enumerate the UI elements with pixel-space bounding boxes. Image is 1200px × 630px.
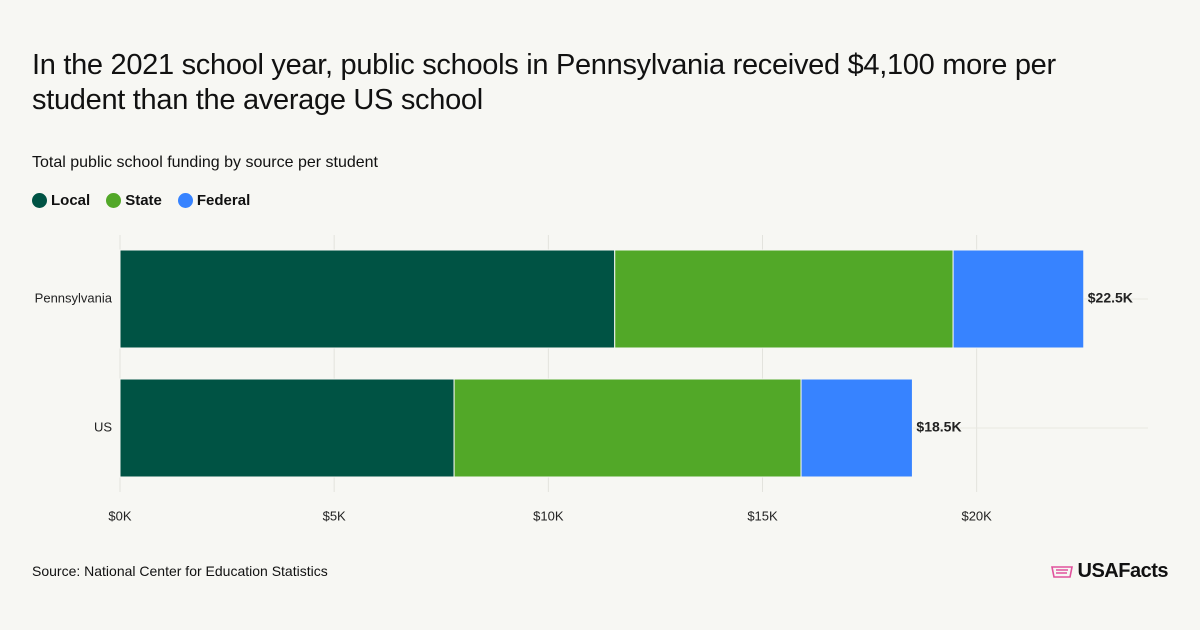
- x-tick-label: $0K: [108, 508, 131, 523]
- bar-segment: [614, 249, 954, 349]
- bar-segment: [119, 249, 616, 349]
- legend-item: State: [106, 192, 162, 209]
- total-label: $22.5K: [1088, 290, 1133, 306]
- total-label: $18.5K: [916, 419, 961, 435]
- brand-icon: [1050, 565, 1073, 578]
- chart-title: In the 2021 school year, public schools …: [32, 49, 1056, 116]
- x-tick-label: $10K: [533, 508, 564, 523]
- legend-label: State: [125, 192, 162, 209]
- brand-logo: USAFacts: [1050, 560, 1169, 583]
- source-note: Source: National Center for Education St…: [32, 563, 328, 579]
- legend-label: Local: [51, 192, 91, 209]
- bar-segment: [453, 378, 802, 478]
- y-tick-label: US: [94, 419, 112, 434]
- x-tick-label: $5K: [323, 508, 346, 523]
- brand-text: USAFacts: [1077, 560, 1169, 582]
- bar-segment: [952, 249, 1085, 349]
- bar-segment: [119, 378, 455, 478]
- legend: Local State Federal: [32, 192, 250, 209]
- legend-label: Federal: [196, 192, 251, 209]
- legend-item: Federal: [177, 192, 251, 209]
- bar-segment: [800, 378, 913, 478]
- x-tick-label: $20K: [961, 508, 992, 523]
- chart-subtitle: Total public school funding by source pe…: [32, 154, 378, 171]
- x-tick-label: $15K: [747, 508, 778, 523]
- legend-swatch: [106, 193, 122, 208]
- legend-swatch: [32, 193, 47, 208]
- legend-swatch: [177, 193, 193, 208]
- y-tick-label: Pennsylvania: [35, 290, 113, 305]
- legend-item: Local: [32, 192, 90, 209]
